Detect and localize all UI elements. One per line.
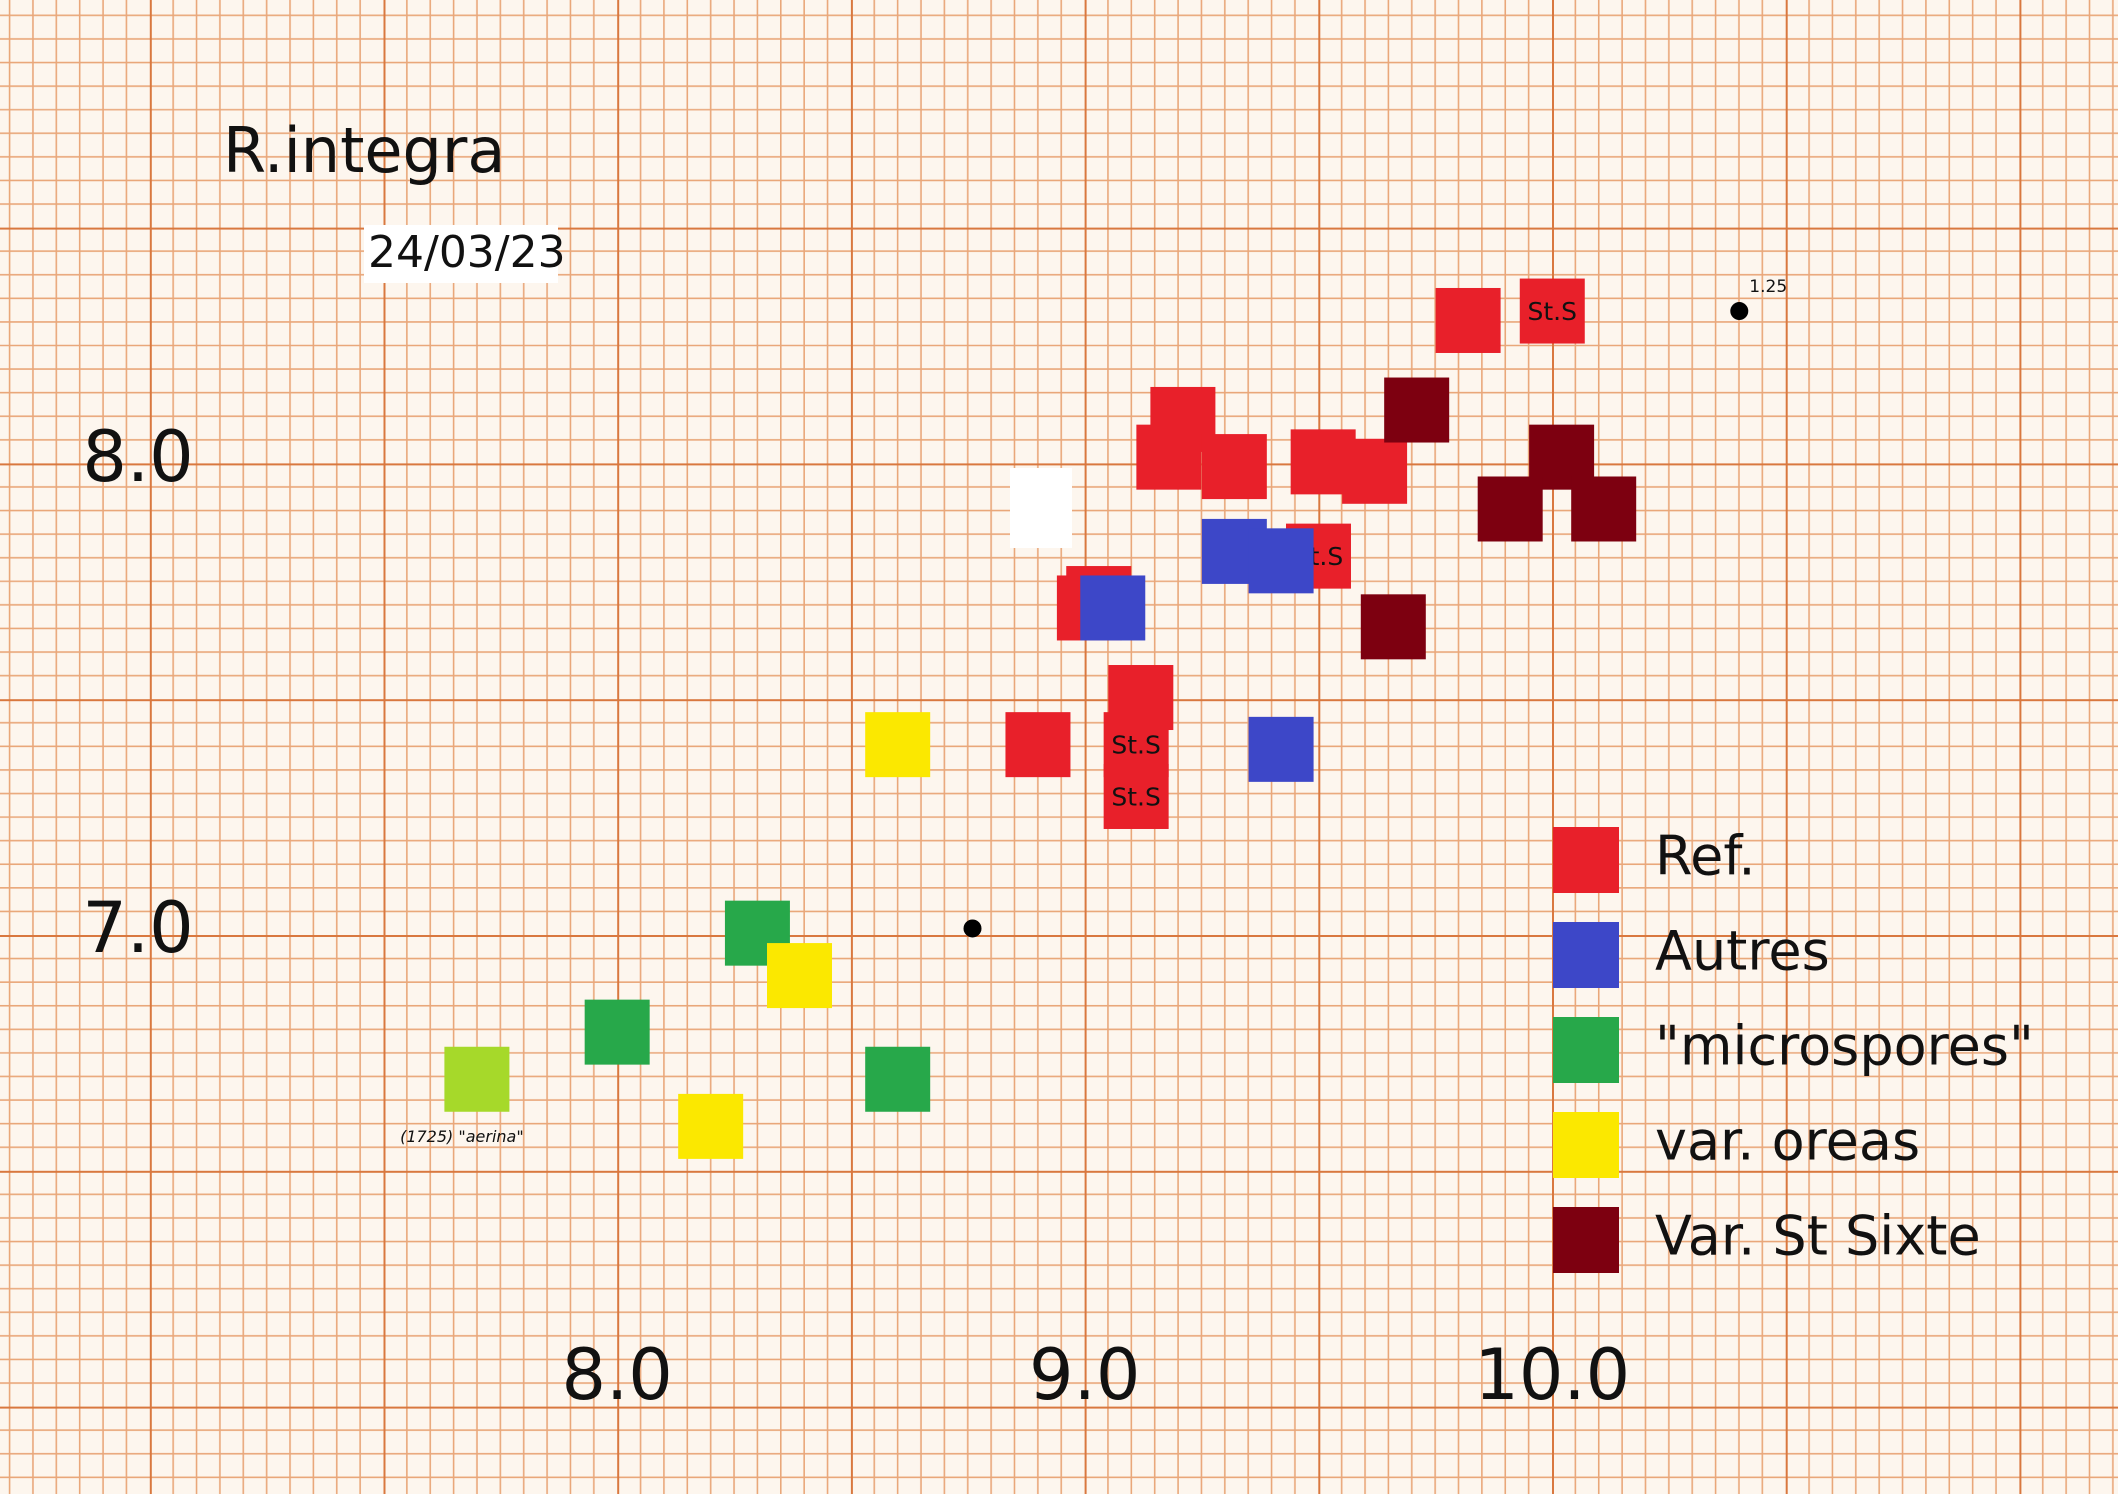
point-square bbox=[1005, 712, 1071, 778]
y-tick-label: 7.0 bbox=[82, 887, 193, 969]
legend-label: var. oreas bbox=[1655, 1110, 1920, 1173]
legend-label: "microspores" bbox=[1655, 1015, 2034, 1078]
legend-swatch bbox=[1553, 1207, 1619, 1273]
point-square bbox=[1477, 476, 1543, 542]
point-square bbox=[584, 999, 650, 1065]
point-square bbox=[1571, 476, 1637, 542]
point-square bbox=[678, 1093, 744, 1159]
point-square bbox=[1136, 424, 1202, 490]
point-square bbox=[767, 943, 833, 1009]
legend-swatch bbox=[1553, 1112, 1619, 1178]
point-square bbox=[865, 1046, 931, 1112]
point-square bbox=[1384, 377, 1450, 443]
legend-swatch bbox=[1553, 1017, 1619, 1083]
chart-title: R.integra bbox=[223, 114, 505, 187]
point-square bbox=[1103, 763, 1169, 829]
point-label: St.S bbox=[1111, 782, 1161, 811]
point-square bbox=[444, 1046, 510, 1112]
x-tick-label: 9.0 bbox=[1029, 1334, 1140, 1416]
erased-patch bbox=[1010, 468, 1072, 548]
point-dot bbox=[1730, 302, 1749, 321]
x-tick-label: 10.0 bbox=[1474, 1334, 1630, 1416]
point-square bbox=[1519, 278, 1585, 344]
point-square bbox=[1248, 528, 1314, 594]
point-label: St.S bbox=[1111, 731, 1161, 760]
chart-subtitle: 24/03/23 bbox=[368, 227, 566, 278]
legend-swatch bbox=[1553, 922, 1619, 988]
point-square bbox=[1201, 434, 1267, 500]
point-square bbox=[1342, 438, 1408, 504]
legend-label: Ref. bbox=[1655, 825, 1756, 888]
legend-label: Autres bbox=[1655, 920, 1830, 983]
legend-swatch bbox=[1553, 827, 1619, 893]
point-square bbox=[1435, 287, 1501, 353]
point-label: (1725) "aerina" bbox=[400, 1127, 524, 1146]
point-square bbox=[1080, 575, 1146, 641]
point-label: St.S bbox=[1528, 297, 1578, 326]
point-square bbox=[1360, 594, 1426, 660]
subtitle-box bbox=[364, 225, 558, 283]
point-label: 1.25 bbox=[1749, 277, 1787, 297]
point-square bbox=[1248, 716, 1314, 782]
point-dot bbox=[963, 919, 982, 938]
point-square bbox=[865, 712, 931, 778]
y-tick-label: 8.0 bbox=[82, 416, 193, 498]
x-tick-label: 8.0 bbox=[562, 1334, 673, 1416]
legend-label: Var. St Sixte bbox=[1655, 1205, 1981, 1268]
